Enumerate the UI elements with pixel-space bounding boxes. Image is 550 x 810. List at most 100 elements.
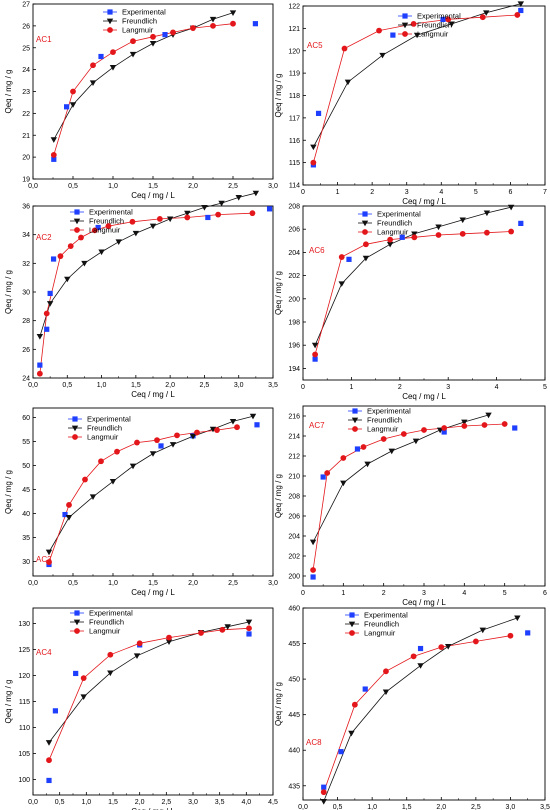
y-tick-label: 105 (18, 751, 30, 758)
y-tick-label: 36 (22, 204, 30, 211)
freundlich-point (81, 260, 88, 267)
x-tick-label: 4,5 (268, 799, 278, 806)
langmuir-point (105, 223, 112, 229)
y-tick-label: 120 (18, 673, 30, 680)
x-tick-label: 1,0 (97, 382, 107, 389)
freundlich-point (50, 137, 57, 143)
experimental-point (62, 511, 68, 518)
legend-label-langmuir: Langmuir (89, 226, 121, 235)
legend-label-freundlich: Freundlich (89, 217, 124, 226)
langmuir-point (57, 253, 64, 260)
freundlich-point (109, 65, 117, 71)
x-tick-label: 1 (349, 384, 353, 391)
freundlich-point (413, 32, 421, 39)
freundlich-point (209, 16, 217, 23)
freundlich-point (514, 615, 521, 622)
freundlich-point (46, 301, 54, 307)
y-tick-label: 125 (18, 647, 30, 654)
freundlich-point (417, 663, 424, 669)
y-tick-label: 206 (288, 227, 300, 234)
y-tick-label: 210 (288, 474, 300, 481)
panel-label: AC5 (307, 41, 323, 50)
experimental-point (310, 574, 316, 580)
freundlich-point (107, 670, 114, 677)
langmuir-point (383, 668, 389, 675)
x-tick-label: 0 (301, 384, 305, 391)
freundlich-point (445, 644, 452, 650)
freundlich-curve (53, 12, 234, 140)
langmuir-point (107, 651, 114, 658)
panel-label: AC7 (309, 421, 325, 430)
experimental-point (51, 156, 57, 162)
freundlich-point (348, 730, 355, 737)
legend-marker-experimental (349, 612, 355, 618)
y-tick-label: 118 (289, 93, 300, 100)
x-tick-label: 3,0 (268, 183, 278, 190)
experimental-point (362, 686, 368, 692)
x-tick-label: 3 (405, 189, 409, 196)
y-tick-label: 25 (22, 45, 30, 52)
experimental-point (158, 443, 164, 449)
x-tick-label: 1,5 (402, 804, 412, 810)
langmuir-point (320, 789, 327, 796)
langmuir-point (136, 640, 143, 647)
x-axis-title: Ceq / mg / L (131, 191, 175, 200)
freundlich-point (320, 799, 327, 805)
experimental-point (441, 429, 447, 435)
langmuir-point (234, 424, 240, 431)
x-tick-label: 1,0 (81, 799, 91, 806)
langmuir-point (312, 351, 318, 358)
freundlich-point (382, 689, 390, 696)
langmuir-point (351, 701, 358, 708)
langmuir-point (80, 675, 87, 682)
experimental-point (346, 256, 352, 262)
y-tick-label: 208 (288, 494, 300, 501)
y-tick-label: 32 (22, 261, 30, 268)
x-tick-label: 1,5 (148, 183, 158, 190)
experimental-point (266, 206, 273, 212)
langmuir-point (90, 62, 96, 69)
y-tick-label: 208 (288, 204, 300, 211)
freundlich-point (218, 200, 225, 207)
experimental-point (46, 777, 52, 784)
chart-panel-ac8: 0,0 0,5 1,0 1,5 2,0 2,5 3,0 3,5 435 440 445 450 455 4… (274, 606, 550, 810)
x-tick-label: 3,0 (506, 804, 516, 810)
y-tick-label: 34 (22, 232, 30, 239)
freundlich-point (479, 627, 486, 634)
experimental-point (338, 749, 344, 755)
y-tick-label: 26 (22, 23, 30, 30)
x-tick-label: 2,5 (200, 382, 210, 389)
y-tick-label: 212 (288, 454, 300, 461)
chart-panel-ac2: 0,0 0,5 1,0 1,5 2,0 2,5 3,0 3,5 24 26 28 30 32 34 36 Ce… (4, 190, 278, 399)
langmuir-point (198, 630, 204, 636)
y-tick-label: 60 (22, 415, 30, 422)
freundlich-point (461, 419, 468, 426)
freundlich-curve (39, 192, 256, 337)
legend-label-experimental: Experimental (89, 609, 133, 618)
experimental-point (315, 110, 322, 116)
legend-marker-freundlich (348, 621, 356, 628)
chart-panel-ac7: 0 1 2 3 4 5 6 200 202 204 206 208 210 212 214 216 Ceq / … (274, 405, 547, 607)
legend-marker-experimental (107, 9, 113, 15)
legend-label-experimental: Experimental (122, 8, 166, 17)
x-tick-label: 2,0 (188, 183, 198, 190)
x-axis-title: Ceq / mg / L (131, 588, 175, 597)
freundlich-point (89, 494, 97, 500)
langmuir-point (410, 21, 417, 27)
freundlich-point (412, 438, 420, 445)
x-tick-label: 3 (422, 590, 426, 597)
experimental-point (162, 32, 168, 38)
langmuir-point (230, 20, 236, 27)
experimental-point (50, 256, 57, 262)
freundlich-point (224, 624, 231, 630)
langmuir-point (130, 38, 136, 45)
langmuir-point (481, 422, 488, 428)
langmuir-point (156, 216, 163, 222)
y-tick-label: 200 (288, 296, 300, 303)
y-tick-label: 20 (22, 155, 30, 162)
y-tick-label: 23 (22, 89, 30, 96)
x-tick-label: 0,0 (28, 799, 38, 806)
y-tick-label: 130 (18, 621, 30, 628)
